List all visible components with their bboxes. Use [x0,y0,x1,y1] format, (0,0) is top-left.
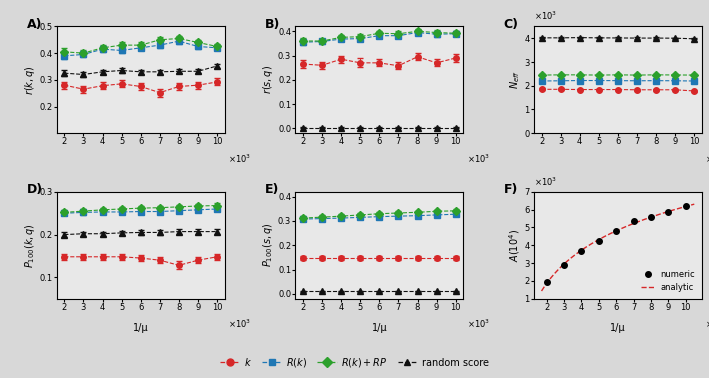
Text: F): F) [503,183,518,196]
Text: C): C) [503,18,519,31]
Text: $\times10^3$: $\times10^3$ [705,318,709,330]
Text: $\times10^3$: $\times10^3$ [467,318,490,330]
Legend: $k$, $R(k)$, $R(k) + RP$, random score: $k$, $R(k)$, $R(k) + RP$, random score [216,352,493,373]
Y-axis label: $r(k, q)$: $r(k, q)$ [23,65,37,94]
Text: $\times10^3$: $\times10^3$ [534,10,557,22]
X-axis label: 1/μ: 1/μ [372,323,387,333]
Y-axis label: $A(10^4)$: $A(10^4)$ [507,229,522,262]
Y-axis label: $P_{100}(k, q)$: $P_{100}(k, q)$ [23,223,37,268]
Y-axis label: $N_{eff}$: $N_{eff}$ [508,70,522,89]
X-axis label: 1/μ: 1/μ [133,323,149,333]
Text: $\times10^3$: $\times10^3$ [534,175,557,187]
X-axis label: 1/μ: 1/μ [610,323,626,333]
Text: $\times10^3$: $\times10^3$ [705,152,709,165]
Text: A): A) [26,18,42,31]
Text: $\times10^3$: $\times10^3$ [228,152,251,165]
Text: D): D) [26,183,43,196]
Text: E): E) [265,183,279,196]
Text: $\times10^3$: $\times10^3$ [228,318,251,330]
Legend: numeric, analytic: numeric, analytic [639,267,698,294]
Text: $\times10^3$: $\times10^3$ [467,152,490,165]
Y-axis label: $r(s, q)$: $r(s, q)$ [261,65,275,94]
Y-axis label: $P_{100}(s, q)$: $P_{100}(s, q)$ [261,223,275,267]
Text: B): B) [265,18,281,31]
